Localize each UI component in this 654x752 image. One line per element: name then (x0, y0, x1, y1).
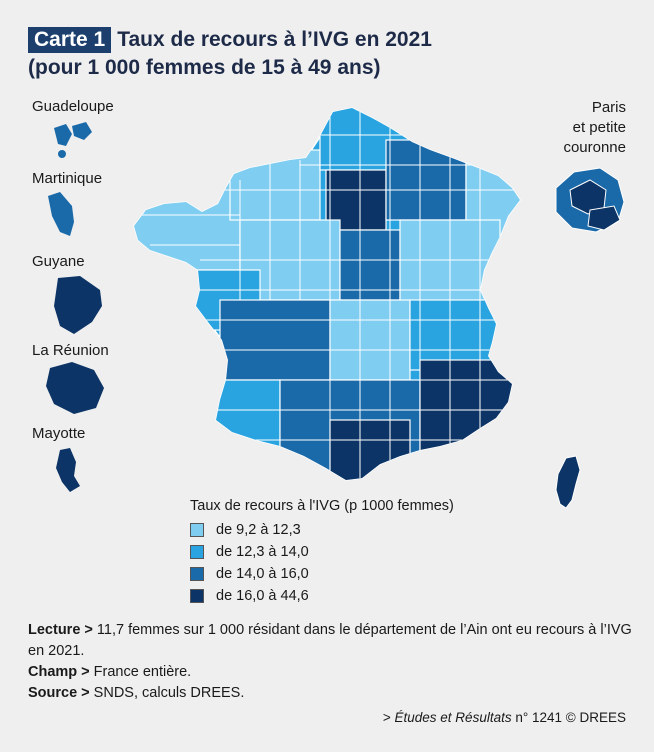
figure-badge: Carte 1 (28, 27, 112, 53)
legend-item: de 12,3 à 14,0 (190, 541, 454, 563)
legend-label: de 9,2 à 12,3 (216, 522, 301, 538)
figure-notes: Lecture > 11,7 femmes sur 1 000 résidant… (28, 620, 638, 704)
legend-swatch (190, 589, 204, 603)
note-champ: Champ > France entière. (28, 664, 192, 680)
label-reunion: La Réunion (32, 342, 109, 359)
title-line-2: (pour 1 000 femmes de 15 à 49 ans) (28, 56, 381, 79)
guyane-shape (54, 276, 102, 334)
title-line-1: Taux de recours à l’IVG en 2021 (117, 28, 432, 51)
label-guadeloupe: Guadeloupe (32, 98, 114, 115)
paris-inset-shape (555, 167, 625, 233)
corsica-shape (555, 455, 581, 509)
legend-title: Taux de recours à l'IVG (p 1000 femmes) (190, 498, 454, 514)
map-legend: Taux de recours à l'IVG (p 1000 femmes) … (190, 498, 454, 607)
legend-item: de 14,0 à 16,0 (190, 563, 454, 585)
note-source: Source > SNDS, calculs DREES. (28, 685, 245, 701)
publication-reference: > Études et Résultats n° 1241 © DREES (382, 710, 626, 725)
label-martinique: Martinique (32, 170, 103, 187)
note-lecture: Lecture > 11,7 femmes sur 1 000 résidant… (28, 622, 632, 659)
legend-label: de 12,3 à 14,0 (216, 544, 309, 560)
guadeloupe-shape (54, 122, 92, 158)
legend-item: de 9,2 à 12,3 (190, 519, 454, 541)
legend-item: de 16,0 à 44,6 (190, 585, 454, 607)
martinique-shape (48, 192, 74, 236)
legend-swatch (190, 545, 204, 559)
legend-label: de 16,0 à 44,6 (216, 588, 309, 604)
label-paris-inset: Paris et petite couronne (563, 99, 626, 156)
label-mayotte: Mayotte (32, 425, 86, 442)
legend-swatch (190, 523, 204, 537)
legend-label: de 14,0 à 16,0 (216, 566, 309, 582)
label-guyane: Guyane (32, 253, 85, 270)
legend-swatch (190, 567, 204, 581)
mayotte-shape (56, 448, 80, 492)
reunion-shape (46, 362, 104, 414)
map-title: Carte 1 Taux de recours à l’IVG en 2021 (… (28, 26, 638, 82)
mainland-france (133, 107, 521, 481)
